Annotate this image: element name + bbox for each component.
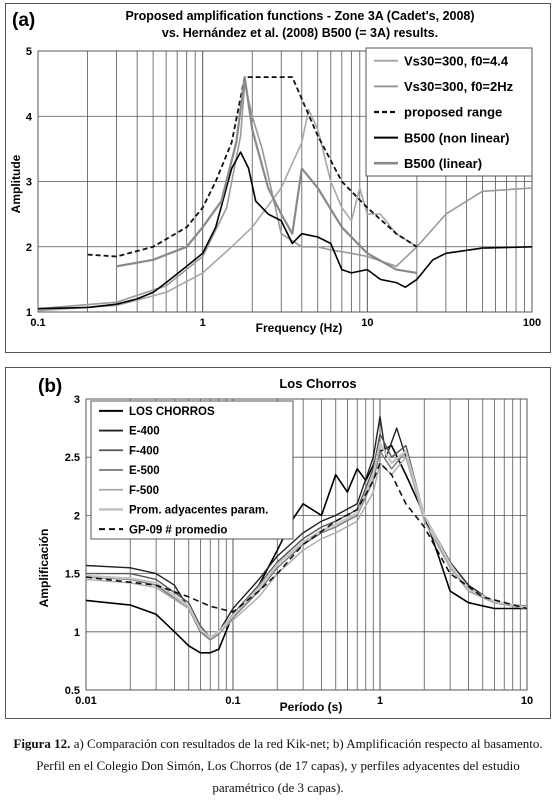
legend-label-1: Vs30=300, f0=4.4 [404, 53, 509, 68]
legend-label-5: B500 (linear) [404, 156, 482, 171]
x-tick-label: 10 [521, 695, 533, 707]
chart-a-title-line1: Proposed amplification functions - Zone … [125, 9, 474, 23]
legend-label-5: F-500 [129, 485, 159, 497]
figure-caption: Figura 12. a) Comparación con resultados… [10, 733, 546, 799]
chart-panel-b: (b) Los Chorros Período (s) Amplificació… [5, 367, 551, 719]
y-tick-label: 0.5 [65, 685, 80, 697]
x-tick-label: 0.01 [75, 695, 96, 707]
legend-label-1: LOS CHORROS [129, 406, 215, 418]
legend-label-2: Vs30=300, f0=2Hz [404, 79, 514, 94]
caption-lead: Figura 12. [13, 736, 71, 751]
chart-a-legend: Vs30=300, f0=4.4 Vs30=300, f0=2Hz proposed… [365, 47, 533, 177]
legend-label-6: Prom. adyacentes param. [129, 505, 268, 517]
legend-label-3: F-400 [129, 445, 159, 457]
series-line-1 [37, 108, 418, 312]
chart-a-title-line2: vs. Hernández et al. (2008) B500 (= 3A) … [162, 26, 438, 40]
y-tick-label: 3 [74, 394, 80, 406]
panel-b-letter: (b) [38, 376, 62, 397]
y-tick-label: 1 [26, 307, 32, 319]
x-tick-label: 1 [200, 317, 206, 329]
chart-b-legend: LOS CHORROS E-400 F-400 E-500 F-500 Prom. ady… [90, 400, 294, 540]
chart-b-xlabel: Período (s) [280, 700, 343, 714]
caption-text: a) Comparación con resultados de la red … [36, 736, 543, 795]
y-tick-label: 2 [74, 510, 80, 522]
series-line-7 [85, 462, 528, 613]
legend-label-4: B500 (non linear) [404, 130, 509, 145]
y-tick-label: 5 [26, 46, 32, 58]
chart-b-title: Los Chorros [279, 376, 356, 391]
x-tick-label: 10 [361, 317, 373, 329]
chart-b-ylabel: Amplificación [37, 529, 51, 608]
chart-a-xlabel: Frequency (Hz) [256, 321, 343, 335]
x-tick-label: 0.1 [30, 317, 45, 329]
chart-panel-a: (a) Proposed amplification functions - Z… [5, 3, 551, 353]
series-line-4 [37, 151, 533, 310]
panel-a-letter: (a) [12, 10, 35, 31]
x-tick-label: 1 [377, 695, 383, 707]
legend-box [90, 400, 294, 540]
y-tick-label: 3 [26, 177, 32, 189]
chart-a-ylabel: Amplitude [9, 154, 23, 213]
legend-label-7: GP-09 # promedio [129, 524, 227, 536]
legend-label-4: E-500 [129, 465, 160, 477]
series-line-5 [116, 75, 418, 274]
y-tick-label: 2.5 [65, 452, 80, 464]
legend-label-2: E-400 [129, 426, 160, 438]
legend-label-3: proposed range [404, 105, 502, 120]
x-tick-label: 100 [523, 317, 541, 329]
x-tick-label: 0.1 [225, 695, 240, 707]
chart-a-svg: (a) Proposed amplification functions - Z… [9, 9, 541, 335]
y-tick-label: 1.5 [65, 569, 80, 581]
y-tick-label: 1 [74, 627, 80, 639]
chart-b-svg: (b) Los Chorros Período (s) Amplificació… [37, 376, 533, 714]
series-line-3 [87, 76, 418, 258]
y-tick-label: 2 [26, 242, 32, 254]
y-tick-label: 4 [26, 111, 33, 123]
